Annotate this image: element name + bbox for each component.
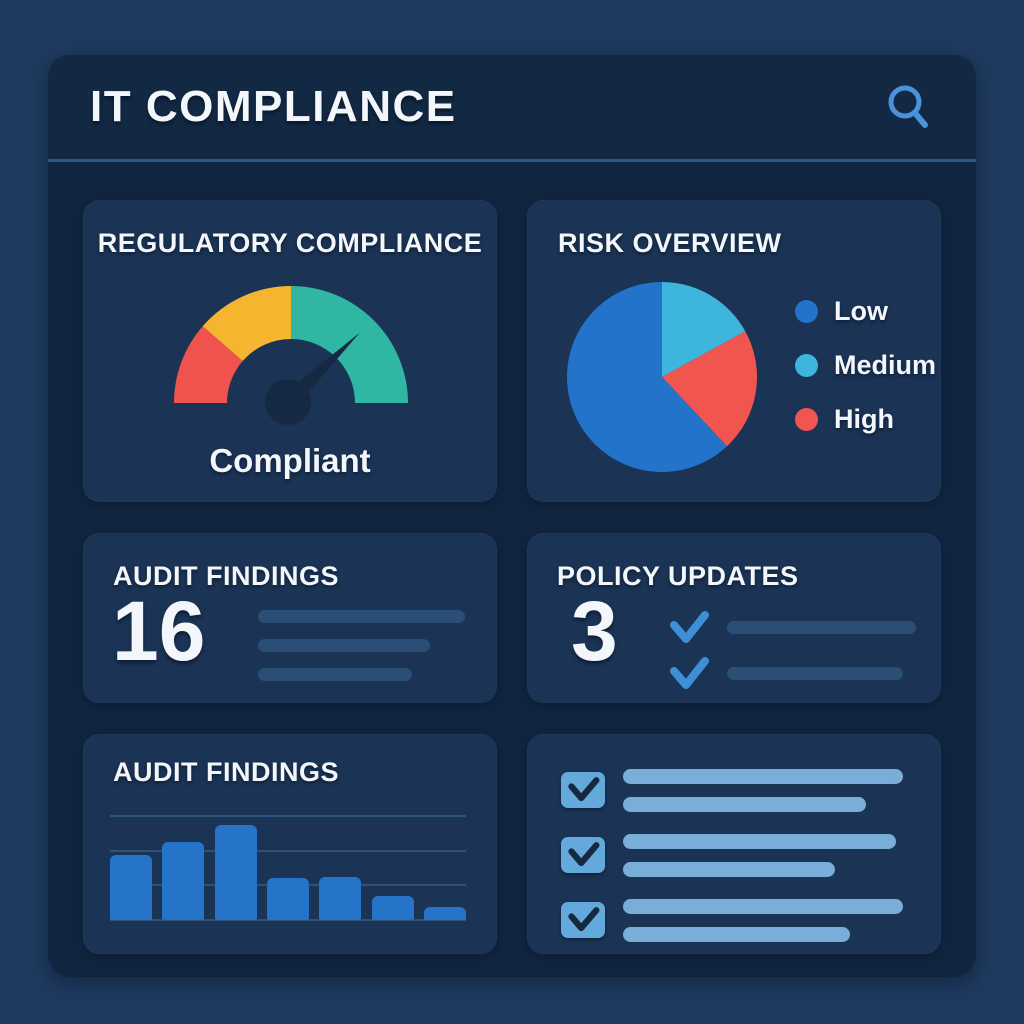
checklist-item — [561, 769, 941, 812]
check-icon — [568, 777, 600, 802]
pie-slice-high — [662, 331, 757, 447]
search-icon — [888, 85, 928, 128]
check-icon — [568, 842, 600, 867]
bar — [266, 877, 309, 920]
card-audit-findings-chart: AUDIT FINDINGS — [83, 734, 497, 954]
policy-update-items — [668, 609, 916, 693]
skeleton-line — [623, 834, 896, 849]
pie-slice-low — [567, 282, 728, 472]
checklist-item — [561, 899, 941, 942]
skeleton-line — [258, 610, 465, 623]
skeleton-line — [258, 639, 430, 652]
skeleton-lines — [258, 610, 465, 681]
policy-update-item — [668, 609, 916, 647]
legend-label: Medium — [834, 350, 937, 380]
checkbox-checked[interactable] — [561, 837, 605, 873]
audit-findings-count: 16 — [112, 584, 206, 678]
bar — [319, 876, 362, 920]
skeleton-lines — [623, 769, 903, 812]
gridline — [110, 815, 466, 817]
skeleton-line — [623, 797, 866, 812]
checkbox-checked[interactable] — [561, 902, 605, 938]
skeleton-line — [623, 862, 835, 877]
legend-dot — [795, 408, 818, 431]
gridline — [110, 849, 466, 852]
legend-dot — [795, 354, 818, 377]
bar — [162, 842, 205, 920]
check-icon — [568, 907, 600, 932]
skeleton-line — [258, 668, 412, 681]
bar — [371, 895, 414, 920]
card-title: RISK OVERVIEW — [558, 228, 782, 258]
dashboard-grid: REGULATORY COMPLIANCE Compliant RISK OVE… — [48, 162, 976, 954]
legend-item-medium: Medium — [795, 350, 936, 381]
audit-findings-bar-chart — [110, 815, 466, 921]
card-policy-updates: POLICY UPDATES 3 — [527, 533, 941, 703]
compliance-gauge — [174, 286, 408, 425]
card-title: AUDIT FINDINGS — [113, 561, 339, 591]
skeleton-line — [623, 899, 903, 914]
check-icon — [670, 657, 709, 689]
search-button[interactable] — [880, 79, 936, 135]
check-icon — [670, 611, 709, 643]
skeleton-line — [727, 621, 916, 634]
gauge-needle-hub — [265, 379, 311, 425]
checkbox-checked[interactable] — [561, 772, 605, 808]
skeleton-lines — [623, 899, 903, 942]
dashboard-panel: IT COMPLIANCE REGULATORY COMPLIANCE Comp… — [48, 55, 976, 977]
card-checklist — [527, 734, 941, 954]
gridline — [110, 919, 466, 921]
policy-update-item — [668, 655, 916, 693]
pie-legend: Low Medium High — [795, 296, 936, 435]
gauge-segment-partially-compliant — [202, 286, 291, 362]
pie-slice-medium — [662, 282, 746, 377]
legend-label: High — [834, 404, 894, 434]
page-title: IT COMPLIANCE — [90, 82, 457, 131]
card-regulatory-compliance: REGULATORY COMPLIANCE Compliant — [83, 200, 497, 502]
legend-label: Low — [834, 296, 888, 326]
risk-pie-chart — [567, 282, 757, 472]
legend-dot — [795, 300, 818, 323]
card-audit-findings-summary: AUDIT FINDINGS 16 — [83, 533, 497, 703]
bar — [110, 855, 152, 920]
checklist-item — [561, 834, 941, 877]
policy-updates-count: 3 — [571, 584, 618, 678]
legend-item-high: High — [795, 404, 936, 435]
gauge-status-label: Compliant — [209, 442, 371, 479]
bar — [214, 825, 257, 920]
bar — [423, 906, 466, 920]
card-risk-overview: RISK OVERVIEW Low Medium High — [527, 200, 941, 502]
bars — [110, 816, 466, 920]
legend-item-low: Low — [795, 296, 936, 327]
skeleton-line — [727, 667, 903, 680]
skeleton-line — [623, 769, 903, 784]
gauge-segment-non-compliant — [174, 326, 243, 403]
skeleton-lines — [623, 834, 896, 877]
skeleton-line — [623, 927, 850, 942]
card-title: REGULATORY COMPLIANCE — [97, 228, 483, 258]
card-title: POLICY UPDATES — [557, 561, 799, 591]
app-header: IT COMPLIANCE — [48, 55, 976, 162]
card-title: AUDIT FINDINGS — [113, 757, 339, 787]
